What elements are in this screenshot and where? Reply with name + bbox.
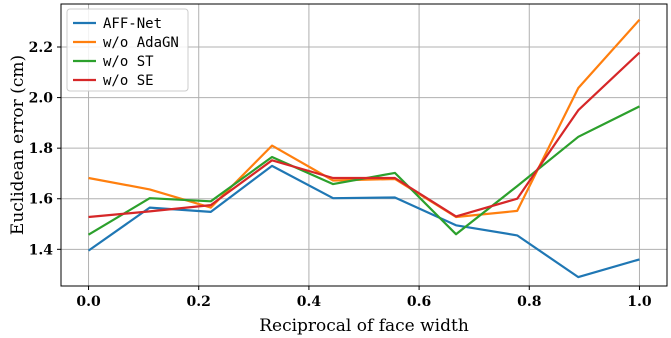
x-tick-label: 0.8 bbox=[517, 294, 541, 310]
y-tick-label: 1.8 bbox=[29, 141, 53, 157]
x-tick-label: 0.2 bbox=[187, 294, 211, 310]
plot-frame bbox=[60, 3, 668, 287]
series-line-w-o-adagn bbox=[88, 18, 641, 219]
x-tick-label: 0.0 bbox=[76, 294, 101, 310]
legend: AFF-Net w/o AdaGN w/o ST w/o SE bbox=[66, 8, 189, 92]
series-lines bbox=[87, 18, 641, 279]
x-tick-label: 0.4 bbox=[297, 294, 322, 310]
x-tick-label: 1.0 bbox=[627, 294, 652, 310]
series-line-aff-net bbox=[87, 164, 640, 279]
legend-label-w-o-st: w/o ST bbox=[103, 54, 154, 70]
y-tick-label: 1.4 bbox=[29, 242, 54, 258]
y-tick-label: 2.0 bbox=[29, 91, 54, 107]
legend-box bbox=[66, 8, 189, 92]
axes bbox=[57, 3, 668, 290]
tick-labels: 0.0 0.2 0.4 0.6 0.8 1.0 1.4 1.6 1.8 2.0 2.2 bbox=[29, 40, 652, 310]
legend-label-w-o-se: w/o SE bbox=[103, 73, 154, 89]
y-tick-label: 2.2 bbox=[29, 40, 53, 56]
x-axis-label: Reciprocal of face width bbox=[259, 316, 469, 336]
legend-label-aff-net: AFF-Net bbox=[103, 16, 162, 32]
series-line-w-o-se bbox=[88, 51, 641, 219]
y-axis-label: Euclidean error (cm) bbox=[8, 55, 28, 235]
series-line-w-o-st bbox=[87, 105, 640, 236]
x-tick-label: 0.6 bbox=[407, 294, 431, 310]
legend-label-w-o-adagn: w/o AdaGN bbox=[103, 35, 179, 51]
y-tick-label: 1.6 bbox=[29, 192, 53, 208]
